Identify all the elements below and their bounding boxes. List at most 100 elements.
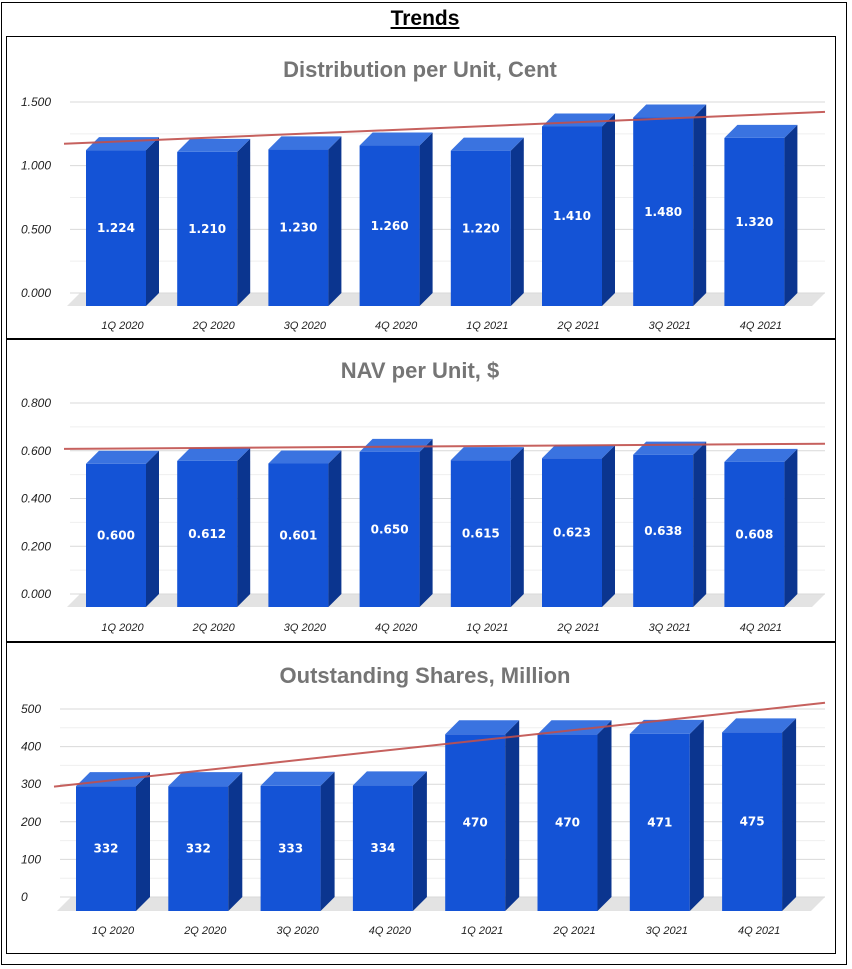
x-tick-label: 1Q 2021 [461, 925, 503, 937]
bar-front [86, 463, 146, 607]
bar-front [76, 786, 136, 911]
bar-side [505, 720, 520, 911]
bar-side [419, 132, 433, 306]
bar-front [177, 151, 238, 306]
bar: 0.600 [86, 450, 159, 607]
bar-front [629, 733, 690, 911]
bar-side [412, 771, 427, 911]
shares-chart-panel: 0 100 200 300 400 500 332 1Q 2020 332 2Q 2020 333 3… [6, 642, 836, 954]
x-tick-label: 2Q 2021 [556, 622, 599, 634]
y-tick-label: 0.000 [21, 587, 51, 601]
bar-front [724, 461, 785, 607]
bar-side [419, 438, 433, 607]
x-tick-label: 1Q 2021 [466, 320, 508, 332]
y-tick-label: 0.500 [21, 222, 51, 236]
bar: 0.623 [542, 445, 615, 607]
bar-side [146, 137, 159, 306]
bar: 332 [76, 772, 150, 911]
bar-front [359, 451, 420, 607]
data-label: 1.410 [553, 209, 591, 223]
x-tick-label: 2Q 2020 [192, 320, 236, 332]
bar-front [450, 460, 511, 607]
bar-side [602, 445, 615, 607]
bar-side [146, 450, 159, 607]
bar: 0.608 [724, 448, 798, 607]
x-tick-label: 3Q 2021 [646, 925, 688, 937]
x-tick-label: 4Q 2020 [375, 320, 418, 332]
data-label: 334 [370, 841, 395, 855]
bar: 0.615 [450, 447, 524, 607]
nav-chart-panel: 0.000 0.200 0.400 0.600 0.800 0.600 1Q 2020 0.6… [6, 339, 836, 642]
bar-front [542, 126, 602, 307]
bar: 1.210 [177, 138, 251, 306]
bar: 1.220 [450, 137, 524, 306]
data-label: 333 [278, 841, 303, 855]
bar-top [359, 438, 433, 452]
bar-side [782, 718, 797, 911]
x-tick-label: 4Q 2020 [369, 925, 412, 937]
bar: 334 [352, 771, 427, 911]
y-tick-label: 500 [21, 702, 41, 716]
bar-top [359, 132, 433, 146]
bar-top [168, 772, 243, 787]
y-tick-label: 1.000 [21, 159, 51, 173]
y-tick-label: 400 [21, 740, 41, 754]
data-label: 0.638 [644, 524, 682, 538]
bar-side [328, 450, 342, 607]
x-tick-label: 2Q 2021 [556, 320, 599, 332]
bar-top [268, 450, 342, 464]
bar-front [268, 149, 329, 306]
bar: 1.410 [542, 113, 615, 307]
bar-side [597, 720, 612, 911]
data-label: 332 [186, 842, 211, 856]
data-label: 470 [463, 816, 488, 830]
bar-front [445, 734, 506, 911]
bar-top [724, 124, 798, 138]
y-tick-label: 0.200 [21, 539, 51, 553]
x-tick-label: 3Q 2020 [284, 622, 327, 634]
bar: 332 [168, 772, 243, 911]
bar-side [602, 113, 615, 307]
y-tick-label: 0 [21, 890, 28, 904]
bar-top [537, 720, 612, 735]
bar-side [693, 104, 707, 307]
bar-front [722, 732, 783, 911]
distribution-chart-panel: 0.000 0.500 1.000 1.500 1.224 1Q 2020 1.210 2Q … [6, 36, 836, 339]
bar-front [537, 734, 598, 911]
chart-title: Distribution per Unit, Cent [283, 57, 557, 82]
bar-side [510, 137, 524, 306]
bar-top [450, 137, 524, 151]
bar-top [268, 136, 342, 150]
x-tick-label: 4Q 2021 [740, 622, 782, 634]
x-tick-label: 3Q 2021 [649, 320, 691, 332]
shares-chart: 0 100 200 300 400 500 332 1Q 2020 332 2Q 2020 333 3… [20, 663, 826, 937]
x-tick-label: 2Q 2020 [183, 925, 227, 937]
trendline [53, 701, 826, 788]
trendline [63, 110, 826, 145]
x-tick-label: 2Q 2020 [192, 622, 236, 634]
bar-top [177, 138, 251, 152]
x-tick-label: 1Q 2020 [92, 925, 135, 937]
data-label: 0.615 [462, 527, 500, 541]
data-label: 475 [740, 815, 765, 829]
x-tick-label: 3Q 2020 [276, 925, 319, 937]
x-tick-label: 3Q 2021 [649, 622, 691, 634]
bar: 1.320 [724, 124, 798, 306]
data-label: 0.650 [371, 522, 409, 536]
bar-top [445, 720, 520, 735]
x-tick-label: 2Q 2021 [552, 925, 595, 937]
y-tick-label: 0.600 [21, 444, 51, 458]
data-label: 0.608 [735, 527, 773, 541]
data-label: 1.220 [462, 221, 500, 235]
bar-front [450, 150, 511, 306]
bar-top [629, 719, 704, 734]
bar-front [359, 145, 420, 306]
y-tick-label: 0.000 [21, 286, 51, 300]
data-label: 1.210 [188, 222, 226, 236]
x-tick-label: 1Q 2021 [466, 622, 508, 634]
data-label: 470 [555, 816, 580, 830]
bar: 0.638 [633, 441, 707, 607]
bar-front [268, 463, 329, 607]
bar-side [136, 772, 150, 911]
y-tick-label: 0.400 [21, 492, 51, 506]
